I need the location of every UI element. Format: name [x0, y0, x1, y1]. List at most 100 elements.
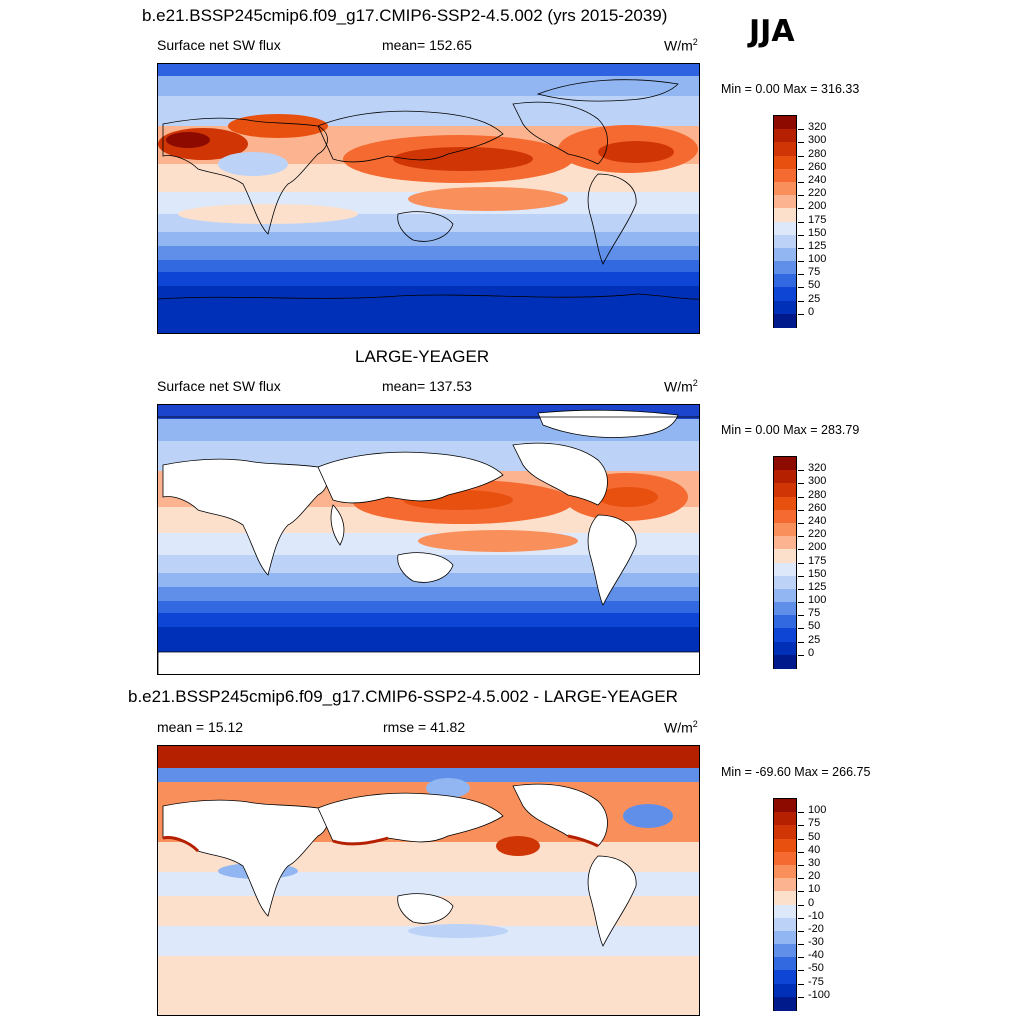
colorbar-tick: [798, 208, 804, 210]
colorbar-tick: [798, 536, 804, 538]
colorbar-tick: [798, 549, 804, 551]
colorbar-tick-label: 50: [808, 620, 821, 633]
colorbar-swatch: [774, 300, 796, 315]
panel-1-colorbar: [773, 115, 804, 328]
colorbar-tick: [798, 274, 804, 276]
colorbar-tick-label: 260: [808, 160, 827, 173]
panel-3-rmse-label: rmse = 41.82: [383, 719, 466, 735]
colorbar-swatch: [774, 944, 796, 958]
season-label: JJA: [749, 14, 795, 49]
colorbar-tick: [798, 313, 804, 315]
colorbar-swatch: [774, 509, 796, 524]
colorbar-tick-label: 200: [808, 200, 827, 213]
panel-1-minmax-label: Min = 0.00 Max = 316.33: [721, 82, 860, 96]
colorbar-swatch: [774, 496, 796, 511]
colorbar-tick-label: 320: [808, 121, 827, 134]
colorbar-tick: [798, 654, 804, 656]
colorbar-tick-label: 100: [808, 804, 827, 817]
colorbar-swatch: [774, 208, 796, 222]
colorbar-tick: [798, 195, 804, 197]
colorbar-tick-label: 75: [808, 607, 821, 620]
colorbar-tick-label: -75: [808, 975, 824, 988]
colorbar-swatch: [774, 891, 796, 905]
colorbar-swatch: [774, 247, 796, 262]
colorbar-swatch: [774, 983, 796, 998]
colorbar-tick-label: -50: [808, 962, 824, 975]
colorbar-swatch: [774, 838, 796, 853]
colorbar-tick-label: -40: [808, 949, 824, 962]
colorbar-swatch: [774, 116, 796, 130]
colorbar-tick-label: 0: [808, 896, 815, 909]
colorbar-tick-label: -30: [808, 936, 824, 949]
colorbar-swatch: [774, 957, 796, 971]
colorbar-tick-label: 300: [808, 134, 827, 147]
colorbar-swatch: [774, 536, 796, 550]
colorbar-tick: [798, 838, 804, 840]
colorbar-swatch: [774, 864, 796, 879]
colorbar-tick-label: 30: [808, 856, 821, 869]
colorbar-tick-label: 0: [808, 305, 815, 318]
colorbar-tick-label: 300: [808, 475, 827, 488]
colorbar-tick-label: 50: [808, 279, 821, 292]
colorbar-tick-label: 75: [808, 817, 821, 830]
colorbar-swatch: [774, 904, 796, 919]
colorbar-swatch: [774, 996, 796, 1011]
colorbar-tick: [798, 142, 804, 144]
colorbar-swatch: [774, 181, 796, 196]
colorbar-tick-label: 260: [808, 501, 827, 514]
colorbar-swatch: [774, 970, 796, 985]
panel-2-map: [157, 404, 700, 675]
colorbar-tick: [798, 562, 804, 564]
colorbar-tick-label: -10: [808, 909, 824, 922]
panel-1-units-label: W/m2: [664, 37, 698, 54]
colorbar-tick: [798, 917, 804, 919]
colorbar-swatch: [774, 641, 796, 656]
panel-1-mean-label: mean= 152.65: [382, 37, 472, 53]
colorbar-tick-label: 150: [808, 567, 827, 580]
colorbar-swatch: [774, 195, 796, 209]
colorbar-swatch: [774, 575, 796, 590]
colorbar-tick: [798, 864, 804, 866]
colorbar-tick: [798, 129, 804, 131]
colorbar-swatch: [774, 287, 796, 302]
colorbar-swatch: [774, 799, 796, 813]
colorbar-swatch: [774, 274, 796, 288]
colorbar-swatch: [774, 234, 796, 249]
colorbar-tick-label: 220: [808, 528, 827, 541]
colorbar-swatch: [774, 654, 796, 669]
colorbar-swatch: [774, 812, 796, 826]
colorbar-tick: [798, 812, 804, 814]
colorbar-tick-label: 100: [808, 253, 827, 266]
colorbar-tick-label: 280: [808, 147, 827, 160]
colorbar-swatch: [774, 628, 796, 643]
colorbar-tick: [798, 641, 804, 643]
colorbar-tick-label: 150: [808, 226, 827, 239]
colorbar-tick-label: 75: [808, 266, 821, 279]
panel-3-minmax-label: Min = -69.60 Max = 266.75: [721, 765, 871, 779]
colorbar-tick: [798, 996, 804, 998]
colorbar-tick: [798, 234, 804, 236]
colorbar-tick: [798, 155, 804, 157]
colorbar-tick: [798, 825, 804, 827]
colorbar-tick-label: -100: [808, 988, 831, 1001]
colorbar-swatch: [774, 221, 796, 236]
colorbar-tick: [798, 168, 804, 170]
colorbar-swatch: [774, 851, 796, 866]
colorbar-swatch: [774, 917, 796, 932]
panel-3-title: b.e21.BSSP245cmip6.f09_g17.CMIP6-SSP2-4.…: [128, 687, 678, 706]
colorbar-tick: [798, 904, 804, 906]
colorbar-tick: [798, 615, 804, 617]
colorbar-tick-label: 240: [808, 173, 827, 186]
colorbar-tick: [798, 287, 804, 289]
colorbar-swatch: [774, 825, 796, 840]
colorbar-swatch: [774, 129, 796, 143]
colorbar-tick-label: 50: [808, 830, 821, 843]
colorbar-tick: [798, 588, 804, 590]
colorbar-swatch: [774, 588, 796, 603]
colorbar-swatch: [774, 142, 796, 157]
colorbar-tick-label: -20: [808, 922, 824, 935]
colorbar-tick: [798, 983, 804, 985]
colorbar-tick-label: 220: [808, 187, 827, 200]
panel-1-variable-label: Surface net SW flux: [157, 37, 281, 53]
panel-3-map: [157, 745, 700, 1016]
